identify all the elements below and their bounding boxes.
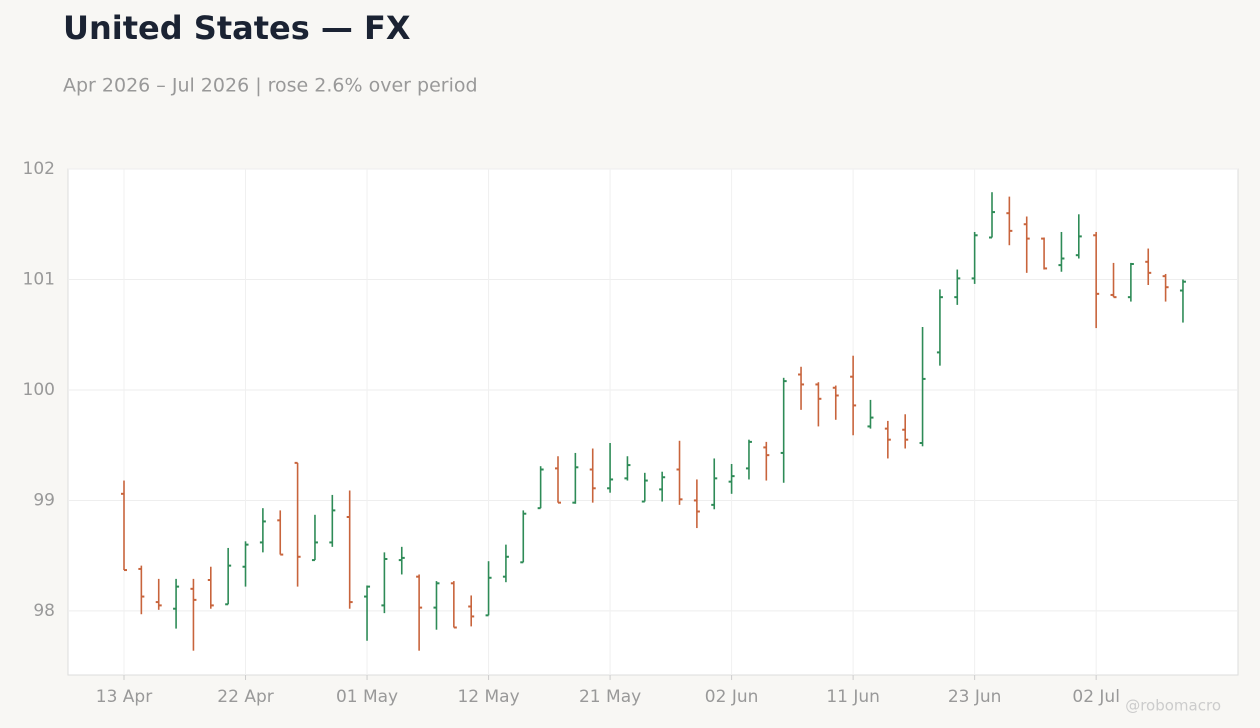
x-tick-label: 11 Jun <box>826 687 880 707</box>
x-tick-label: 02 Jul <box>1072 687 1120 707</box>
y-tick-label: 99 <box>33 490 55 510</box>
x-tick-label: 12 May <box>457 687 519 707</box>
chart-subtitle: Apr 2026 – Jul 2026 | rose 2.6% over per… <box>63 75 478 97</box>
y-tick-label: 98 <box>33 601 55 621</box>
watermark: @robomacro <box>1125 697 1221 715</box>
x-tick-label: 02 Jun <box>705 687 759 707</box>
x-tick-label: 13 Apr <box>96 687 152 707</box>
x-tick-label: 23 Jun <box>948 687 1002 707</box>
y-tick-label: 102 <box>23 159 55 179</box>
x-tick-label: 21 May <box>579 687 641 707</box>
y-tick-label: 101 <box>23 269 55 289</box>
y-tick-label: 100 <box>23 380 55 400</box>
chart-title: United States — FX <box>63 9 411 47</box>
x-tick-label: 01 May <box>336 687 398 707</box>
plot-area <box>67 168 1239 676</box>
x-tick-label: 22 Apr <box>217 687 273 707</box>
